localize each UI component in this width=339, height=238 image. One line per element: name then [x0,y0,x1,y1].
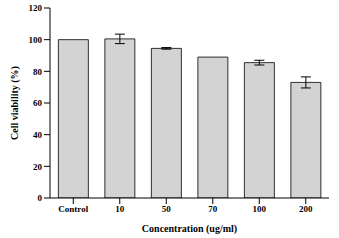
svg-text:10: 10 [115,204,125,214]
svg-text:50: 50 [162,204,172,214]
svg-text:100: 100 [253,204,267,214]
svg-text:60: 60 [33,98,43,108]
svg-text:80: 80 [33,67,43,77]
svg-text:40: 40 [33,130,43,140]
svg-text:Cell viability (%): Cell viability (%) [9,66,21,140]
svg-text:200: 200 [299,204,313,214]
svg-text:20: 20 [33,162,43,172]
svg-text:70: 70 [208,204,218,214]
svg-text:Concentration (ug/ml): Concentration (ug/ml) [142,223,237,235]
svg-text:120: 120 [29,3,43,13]
svg-text:100: 100 [29,35,43,45]
svg-text:0: 0 [38,193,43,203]
svg-text:Control: Control [58,204,88,214]
